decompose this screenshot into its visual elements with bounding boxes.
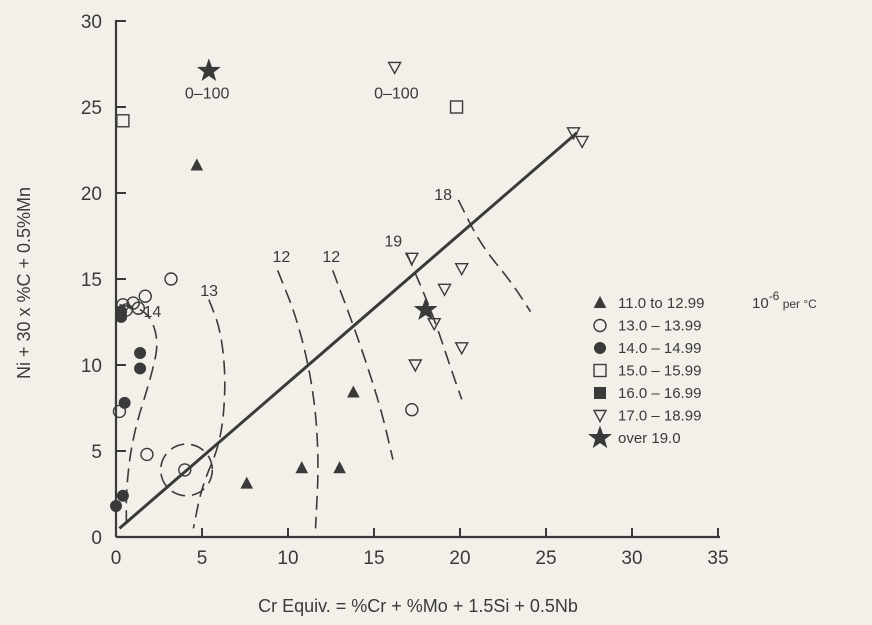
legend-marker-6 bbox=[588, 425, 612, 449]
x-tick-label: 5 bbox=[197, 548, 208, 569]
data-point-series-1 bbox=[138, 289, 152, 303]
legend: 11.0 to 12.99 10-6 per °C 13.0 – 13.99 14.0… bbox=[588, 289, 817, 449]
data-point-series-1 bbox=[405, 403, 419, 417]
data-point-series-6 bbox=[413, 297, 438, 321]
annotation-label: 0–100 bbox=[185, 85, 230, 102]
legend-entry-5: 17.0 – 18.99 bbox=[618, 408, 701, 425]
y-tick-label: 15 bbox=[81, 270, 102, 291]
data-point-series-6 bbox=[197, 58, 221, 81]
contour-line-12 bbox=[331, 270, 394, 460]
data-point-series-1 bbox=[131, 301, 146, 315]
data-point-series-2 bbox=[118, 396, 131, 409]
x-tick-label: 10 bbox=[277, 548, 298, 569]
legend-marker-1 bbox=[593, 318, 607, 333]
dashed-circle bbox=[159, 443, 214, 497]
data-point-series-1 bbox=[164, 272, 178, 286]
legend-entry-1: 13.0 – 13.99 bbox=[618, 318, 701, 335]
legend-entry-2: 14.0 – 14.99 bbox=[618, 340, 701, 357]
data-point-series-2 bbox=[134, 346, 147, 359]
contour-label-19: 19 bbox=[384, 233, 402, 250]
data-point-series-1 bbox=[126, 296, 140, 310]
data-point-series-5 bbox=[574, 135, 590, 149]
y-tick-label: 10 bbox=[81, 356, 102, 377]
x-tick-label: 35 bbox=[707, 548, 728, 569]
x-axis-title: Cr Equiv. = %Cr + %Mo + 1.5Si + 0.5Nb bbox=[258, 596, 578, 616]
x-tick-label: 15 bbox=[363, 548, 384, 569]
x-tick-label: 25 bbox=[535, 548, 556, 569]
x-tick-label: 0 bbox=[111, 548, 122, 569]
legend-entry-6: over 19.0 bbox=[618, 430, 681, 447]
x-tick-label: 30 bbox=[621, 548, 642, 569]
trend-line bbox=[118, 131, 578, 530]
contour-label-13: 13 bbox=[200, 283, 218, 300]
data-point-series-0 bbox=[295, 461, 309, 474]
y-tick-label: 30 bbox=[81, 12, 102, 33]
y-tick-label: 20 bbox=[81, 184, 102, 205]
contour-line-13 bbox=[192, 299, 226, 529]
y-axis-title: Ni + 30 x %C + 0.5%Mn bbox=[14, 187, 34, 379]
contour-label-12: 12 bbox=[273, 249, 291, 266]
legend-marker-0 bbox=[593, 295, 607, 308]
contour-line-12 bbox=[276, 270, 319, 529]
annotation-label: 0–100 bbox=[374, 85, 419, 102]
data-point-series-1 bbox=[178, 463, 192, 477]
data-point-series-0 bbox=[240, 476, 254, 489]
data-point-series-5 bbox=[454, 342, 469, 356]
contour-line-14 bbox=[119, 304, 158, 529]
contour-label-12: 12 bbox=[322, 249, 340, 266]
y-tick-label: 5 bbox=[91, 442, 102, 463]
legend-entry-0: 11.0 to 12.99 bbox=[618, 295, 704, 312]
data-point-series-2 bbox=[116, 489, 129, 502]
data-point-series-5 bbox=[404, 252, 420, 266]
data-point-series-5 bbox=[408, 359, 423, 373]
legend-entry-3: 15.0 – 15.99 bbox=[618, 363, 701, 380]
legend-unit: 10-6 per °C bbox=[752, 289, 817, 312]
y-tick-label: 0 bbox=[91, 528, 102, 549]
contour-line-19 bbox=[405, 252, 463, 400]
legend-marker-2 bbox=[594, 342, 606, 354]
data-point-series-5 bbox=[387, 61, 402, 75]
data-point-series-5 bbox=[427, 318, 442, 332]
data-point-series-0 bbox=[333, 461, 346, 474]
contour-label-18: 18 bbox=[434, 187, 452, 204]
legend-marker-5 bbox=[592, 409, 608, 423]
contour-label-14: 14 bbox=[144, 304, 162, 321]
data-point-series-1 bbox=[140, 447, 154, 462]
legend-entry-4: 16.0 – 16.99 bbox=[618, 385, 701, 402]
data-point-series-5 bbox=[437, 283, 452, 297]
data-point-series-5 bbox=[454, 262, 469, 277]
data-point-series-2 bbox=[115, 310, 128, 323]
data-point-series-3 bbox=[449, 100, 464, 114]
data-point-series-3 bbox=[116, 114, 130, 128]
legend-marker-3 bbox=[593, 363, 607, 378]
contour-line-18 bbox=[457, 199, 532, 313]
x-tick-label: 20 bbox=[449, 548, 470, 569]
data-point-series-0 bbox=[190, 158, 204, 171]
data-point-series-5 bbox=[566, 127, 581, 141]
y-tick-label: 25 bbox=[81, 98, 102, 119]
data-point-series-2 bbox=[134, 362, 147, 375]
data-point-series-0 bbox=[347, 385, 360, 398]
legend-marker-4 bbox=[594, 387, 606, 399]
